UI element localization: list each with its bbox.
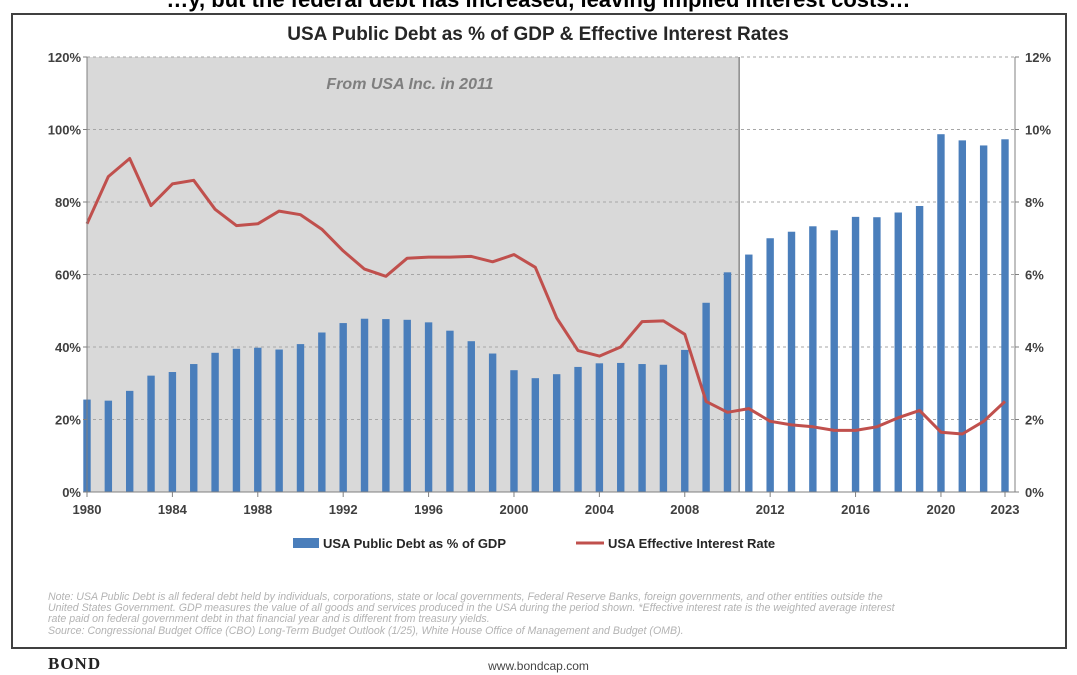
debt-bar — [168, 372, 177, 492]
debt-bar — [125, 390, 134, 492]
right-tick-label: 0% — [1025, 485, 1044, 500]
debt-bar — [190, 364, 198, 492]
debt-bar — [147, 375, 155, 492]
right-tick-label: 10% — [1025, 123, 1051, 138]
debt-bar — [851, 216, 860, 493]
debt-bar — [531, 378, 540, 492]
brand-logo: BOND — [48, 654, 102, 673]
x-tick-label: 2012 — [756, 502, 785, 517]
debt-bar — [360, 318, 369, 492]
legend-bar-swatch — [293, 538, 319, 548]
debt-bar — [574, 366, 582, 492]
axes: 0% 20% 40% 60% 80% 100% 120% 0% 2% 4% 6% 8% 10% 12% 19… — [48, 50, 1052, 517]
chart-title: USA Public Debt as % of GDP & Effective … — [287, 24, 789, 45]
left-tick-label: 100% — [48, 123, 82, 138]
interest-rate-line — [85, 157, 1007, 436]
footer-url: www.bondcap.com — [488, 659, 589, 673]
debt-bar — [617, 362, 625, 492]
debt-bar — [488, 353, 497, 492]
right-tick-label: 2% — [1025, 413, 1044, 428]
debt-bar — [424, 322, 433, 492]
right-tick-label: 12% — [1025, 50, 1051, 65]
debt-bar — [958, 140, 967, 492]
debt-bar — [787, 231, 796, 492]
debt-bar — [1001, 139, 1009, 492]
x-tick-label: 2020 — [926, 502, 955, 517]
debt-bar — [873, 217, 881, 492]
debt-bar — [296, 344, 305, 492]
debt-bar — [552, 374, 561, 492]
left-tick-label: 120% — [48, 50, 82, 65]
debt-bar — [467, 341, 475, 492]
footnote-line: Note: USA Public Debt is all federal deb… — [48, 591, 883, 603]
left-tick-label: 80% — [55, 195, 81, 210]
debt-bar — [510, 370, 518, 492]
debt-bar — [681, 349, 689, 492]
x-tick-label: 2016 — [841, 502, 870, 517]
debt-bar — [937, 134, 945, 492]
debt-bar — [275, 349, 283, 492]
debt-bar — [766, 238, 774, 492]
legend-line-label: USA Effective Interest Rate — [608, 536, 775, 551]
footnote: Note: USA Public Debt is all federal deb… — [48, 591, 1033, 637]
debt-bar — [638, 364, 646, 492]
x-tick-label: 1992 — [329, 502, 358, 517]
debt-bar — [104, 400, 113, 492]
debt-bar — [830, 230, 838, 492]
left-tick-label: 0% — [62, 485, 81, 500]
debt-bar — [979, 145, 988, 492]
debt-bar — [809, 226, 817, 492]
debt-bar — [915, 205, 924, 493]
left-tick-label: 40% — [55, 340, 81, 355]
debt-bar — [595, 363, 604, 492]
debt-bar — [254, 347, 262, 492]
legend-bar-label: USA Public Debt as % of GDP — [323, 536, 506, 551]
debt-bar — [894, 212, 902, 492]
debt-bar — [659, 364, 668, 492]
x-tick-label: 1996 — [414, 502, 443, 517]
x-tick-label: 1980 — [73, 502, 102, 517]
left-tick-label: 60% — [55, 268, 81, 283]
right-tick-label: 4% — [1025, 340, 1044, 355]
x-tick-label: 2008 — [670, 502, 699, 517]
footnote-line: Source: Congressional Budget Office (CBO… — [48, 624, 684, 637]
clipped-headline: …y, but the federal debt has increased, … — [0, 0, 1077, 12]
debt-bar — [339, 323, 347, 492]
debt-bar — [403, 319, 411, 492]
gridlines — [87, 56, 1015, 420]
debt-bar — [723, 272, 732, 492]
debt-bar — [211, 352, 219, 492]
right-tick-label: 8% — [1025, 195, 1044, 210]
debt-bar — [745, 254, 753, 492]
shaded-annotation: From USA Inc. in 2011 — [326, 76, 493, 93]
x-tick-label: 2004 — [585, 502, 615, 517]
footnote-line: rate paid on federal government debt in … — [48, 613, 490, 626]
right-tick-label: 6% — [1025, 268, 1044, 283]
x-tick-label: 1984 — [158, 502, 188, 517]
debt-bar — [318, 332, 326, 492]
footnote-line: United States Government. GDP measures t… — [48, 602, 895, 615]
x-tick-label: 1988 — [243, 502, 272, 517]
x-tick-label: 2023 — [991, 502, 1020, 517]
debt-bar — [382, 319, 390, 492]
left-tick-label: 20% — [55, 413, 81, 428]
debt-bar — [446, 330, 454, 492]
legend: USA Public Debt as % of GDP USA Effective… — [293, 536, 775, 551]
clipped-headline-text: …y, but the federal debt has increased, … — [0, 0, 1077, 12]
debt-bar — [232, 348, 241, 492]
x-tick-label: 2000 — [500, 502, 529, 517]
